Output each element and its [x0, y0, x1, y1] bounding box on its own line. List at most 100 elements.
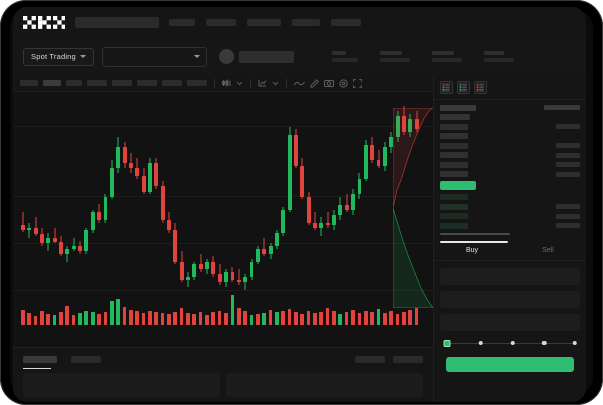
total-input[interactable] [440, 314, 580, 331]
orderbook-row[interactable] [440, 123, 580, 130]
orderbook-row[interactable] [440, 152, 580, 159]
volume-bar [319, 312, 324, 325]
app-screen: Spot Trading [13, 7, 586, 402]
orderbook-mode-asks-icon[interactable] [474, 81, 487, 94]
orderbook-row[interactable] [440, 222, 580, 229]
drawing-tools-icon[interactable] [310, 78, 319, 88]
orders-panel-left[interactable] [23, 373, 220, 397]
candle [274, 98, 279, 298]
volume-bar [33, 316, 38, 325]
candle [370, 98, 375, 298]
candle [147, 98, 152, 298]
last-price-value [238, 50, 294, 63]
timeframe-4h[interactable] [112, 80, 132, 86]
volume-bar [179, 307, 184, 325]
chevron-down-icon [193, 55, 200, 58]
orders-action-1[interactable] [355, 356, 385, 363]
orderbook-row[interactable] [440, 203, 580, 210]
okx-logo-icon[interactable] [23, 16, 65, 29]
depth-chart-overlay [393, 108, 433, 308]
nav-item-2[interactable] [206, 19, 236, 26]
volume-bar [59, 312, 63, 325]
orderbook-mode-both-icon[interactable] [440, 81, 453, 94]
candle-type-icon[interactable] [222, 79, 231, 87]
top-header [13, 7, 586, 38]
indicators-chevron-down-icon[interactable] [272, 81, 279, 86]
candle-type-chevron-down-icon[interactable] [236, 81, 243, 86]
orders-action-2[interactable] [393, 356, 423, 363]
last-price-indicator [440, 180, 476, 190]
candle [255, 98, 260, 298]
orderbook-row[interactable] [440, 114, 580, 121]
fullscreen-icon[interactable] [353, 78, 362, 88]
amount-input[interactable] [440, 291, 580, 308]
orderbook-row[interactable] [440, 133, 580, 140]
candle [160, 98, 165, 298]
timeframe-15m[interactable] [66, 80, 82, 86]
nav-item-4[interactable] [292, 19, 320, 26]
slider-stop-50[interactable] [510, 340, 515, 345]
candle [116, 98, 121, 298]
chart-settings-gear-icon[interactable] [339, 78, 348, 88]
candle [294, 98, 298, 298]
volume-bar [135, 311, 139, 325]
timeframe-5m[interactable] [43, 80, 61, 86]
orderbook-scrollbar[interactable] [440, 233, 510, 235]
snapshot-camera-icon[interactable] [324, 79, 334, 87]
orderbook-mode-bids-icon[interactable] [457, 81, 470, 94]
orderbook-cell-price [440, 123, 468, 130]
volume-bar [97, 314, 101, 325]
candle [281, 98, 286, 298]
volume-bar [160, 313, 165, 325]
search-input[interactable] [75, 17, 159, 28]
price-chart[interactable] [13, 92, 433, 347]
orderbook-cell-price [440, 203, 468, 210]
market-type-button[interactable]: Spot Trading [23, 47, 94, 66]
stat-24h-change [331, 51, 358, 62]
orderbook-bids [440, 194, 580, 230]
timeframe-1mo[interactable] [187, 80, 207, 86]
orderbook-cell-price [440, 194, 468, 200]
orderbook-row[interactable] [440, 171, 580, 178]
slider-stop-75[interactable] [542, 340, 547, 345]
orderbook-row[interactable] [440, 142, 580, 149]
volume-bar [236, 307, 241, 325]
volume-bar [313, 313, 317, 325]
tab-sell[interactable]: Sell [542, 247, 554, 254]
toolbar-divider [250, 78, 251, 88]
slider-handle[interactable] [443, 339, 451, 347]
orderbook-header-row [440, 104, 580, 111]
timeframe-1d[interactable] [137, 80, 157, 86]
orders-section [13, 347, 433, 402]
timeframe-1w[interactable] [162, 80, 182, 86]
orders-tabs [13, 348, 433, 369]
volume-bar [186, 313, 190, 325]
orderbook-row[interactable] [440, 194, 580, 201]
orderbook-cell-price [440, 171, 468, 177]
timeframe-1m[interactable] [20, 80, 38, 86]
nav-item-5[interactable] [331, 19, 361, 26]
volume-bar [103, 312, 108, 325]
stat-value [379, 58, 410, 62]
price-input[interactable] [440, 268, 580, 285]
pair-select[interactable] [101, 46, 207, 67]
amount-percent-slider[interactable] [443, 339, 577, 348]
nav-item-3[interactable] [247, 19, 281, 26]
slider-stop-25[interactable] [478, 340, 484, 345]
line-chart-icon[interactable] [294, 80, 305, 87]
gridline-0 [13, 126, 433, 127]
nav-item-1[interactable] [169, 19, 195, 26]
orderbook-rows[interactable] [434, 100, 586, 235]
volume-bar [52, 315, 57, 325]
tab-order-history[interactable] [71, 356, 101, 363]
slider-stop-100[interactable] [572, 340, 577, 345]
volume-bar [249, 315, 254, 325]
orders-panel-right[interactable] [226, 373, 423, 397]
indicators-icon[interactable] [258, 79, 267, 87]
timeframe-1h[interactable] [87, 80, 107, 86]
tab-open-orders[interactable] [23, 356, 57, 363]
submit-buy-button[interactable] [446, 357, 574, 372]
tab-buy[interactable]: Buy [465, 247, 479, 254]
orderbook-row[interactable] [440, 213, 580, 220]
orderbook-row[interactable] [440, 161, 580, 168]
